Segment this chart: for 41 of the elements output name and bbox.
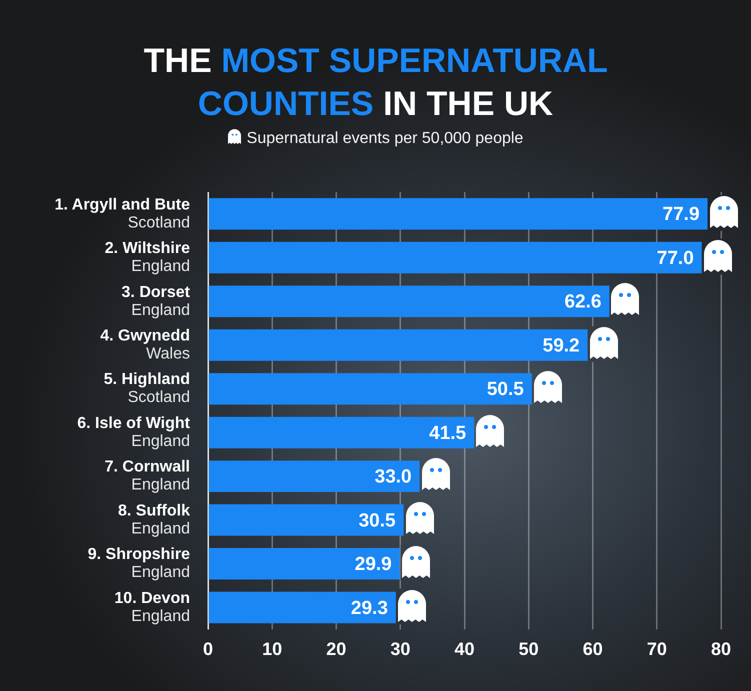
x-tick-label: 80 [710, 639, 732, 660]
bar [208, 373, 532, 405]
data-label: 29.3 [350, 598, 388, 619]
bar [208, 416, 474, 448]
x-tick-label: 40 [454, 639, 475, 660]
x-tick-label: 30 [390, 639, 410, 660]
data-label: 77.9 [662, 204, 700, 226]
data-label: 59.2 [542, 335, 580, 356]
y-tick-label: 5. Highland Scotland [104, 371, 190, 406]
x-tick-label: 0 [202, 639, 214, 660]
bar [208, 460, 420, 492]
x-tick-label: 10 [262, 639, 282, 660]
bar [208, 286, 610, 318]
bar [208, 592, 396, 624]
bar [208, 329, 588, 361]
x-tick-label: 70 [646, 639, 667, 660]
bar [208, 242, 702, 274]
data-label: 62.6 [564, 292, 602, 313]
chart-subtitle: Supernatural events per 50,000 people [246, 130, 524, 147]
y-tick-label: 3. Dorset England [122, 284, 191, 319]
bar [208, 504, 404, 536]
y-tick-label: 7. Cornwall England [104, 458, 190, 494]
y-tick-label: 1. Argyll and Bute Scotland [54, 196, 190, 232]
x-tick-label: 50 [518, 639, 539, 660]
data-label: 77.0 [656, 248, 694, 269]
y-tick-label: 4. Gwynedd Wales [100, 327, 190, 362]
y-tick-label: 2. Wiltshire England [104, 240, 190, 276]
chart-title: THE MOST SUPERNATURAL COUNTIES IN THE UK [144, 42, 608, 123]
data-label: 29.9 [354, 554, 392, 576]
data-label: 41.5 [429, 422, 467, 444]
x-tick-label: 60 [582, 639, 603, 660]
x-tick-label: 20 [326, 639, 346, 660]
y-tick-label: 6. Isle of Wight England [77, 414, 191, 450]
bar [208, 548, 400, 580]
y-tick-label: 8. Suffolk England [118, 502, 190, 538]
data-label: 30.5 [358, 510, 396, 532]
y-tick-label: 10. Devon England [114, 590, 190, 625]
data-label: 50.5 [486, 379, 524, 400]
bar [208, 198, 708, 230]
data-label: 33.0 [374, 466, 412, 488]
y-tick-label: 9. Shropshire England [88, 546, 190, 582]
